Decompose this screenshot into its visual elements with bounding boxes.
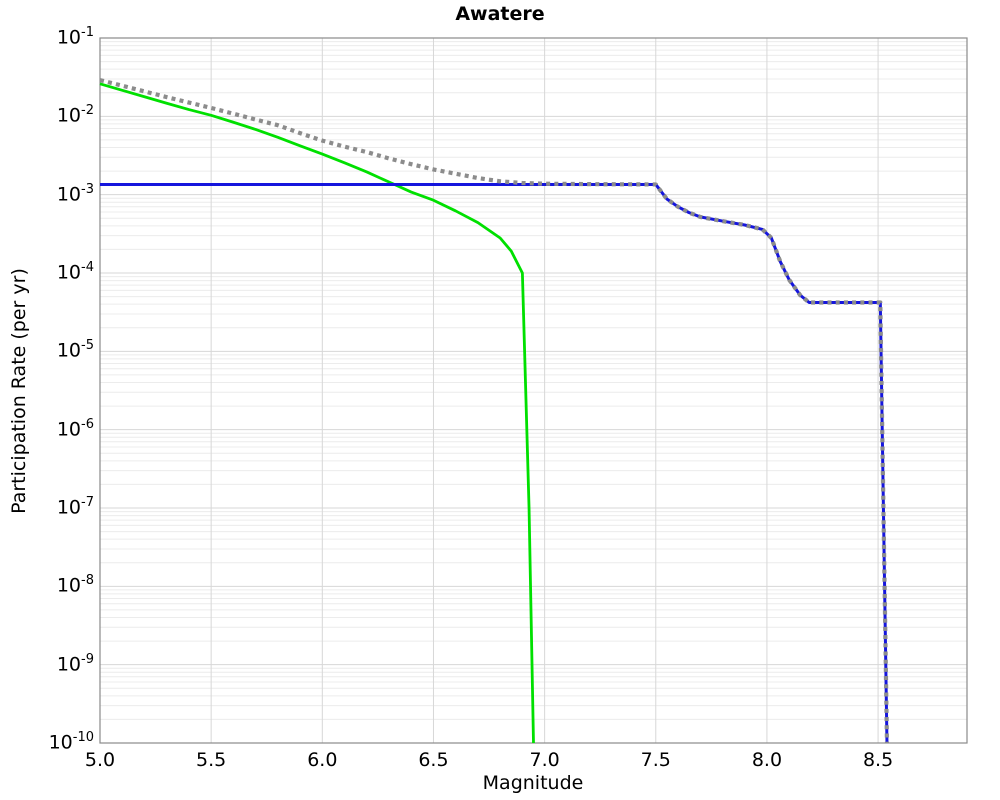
y-tick-label: 10-2 xyxy=(56,103,94,127)
x-tick-label: 8.5 xyxy=(862,749,894,771)
x-tick-label: 8.0 xyxy=(751,749,783,771)
x-tick-label: 7.5 xyxy=(640,749,671,771)
y-tick-label: 10-10 xyxy=(48,730,94,754)
blue-curve xyxy=(100,182,889,744)
x-tick-label: 5.0 xyxy=(84,749,116,771)
y-tick-label: 10-1 xyxy=(56,25,94,49)
gray-dotted-total-curve xyxy=(99,78,890,744)
x-axis-label: Magnitude xyxy=(482,772,584,794)
y-tick-label: 10-9 xyxy=(56,651,94,675)
y-tick-label: 10-8 xyxy=(56,573,94,597)
y-tick-label: 10-7 xyxy=(56,495,94,519)
chart-title: Awatere xyxy=(455,3,545,25)
plot-border xyxy=(99,37,968,744)
y-axis-label: Participation Rate (per yr) xyxy=(8,268,30,514)
y-tick-label: 10-6 xyxy=(56,416,94,440)
green-curve xyxy=(99,82,535,744)
x-tick-label: 5.5 xyxy=(196,749,227,771)
x-tick-label: 6.5 xyxy=(418,749,449,771)
y-tick-label: 10-3 xyxy=(56,181,94,205)
x-tick-label: 7.0 xyxy=(529,749,560,771)
x-tick-label: 6.0 xyxy=(307,749,338,771)
y-tick-label: 10-4 xyxy=(56,260,94,284)
y-tick-label: 10-5 xyxy=(56,338,94,362)
